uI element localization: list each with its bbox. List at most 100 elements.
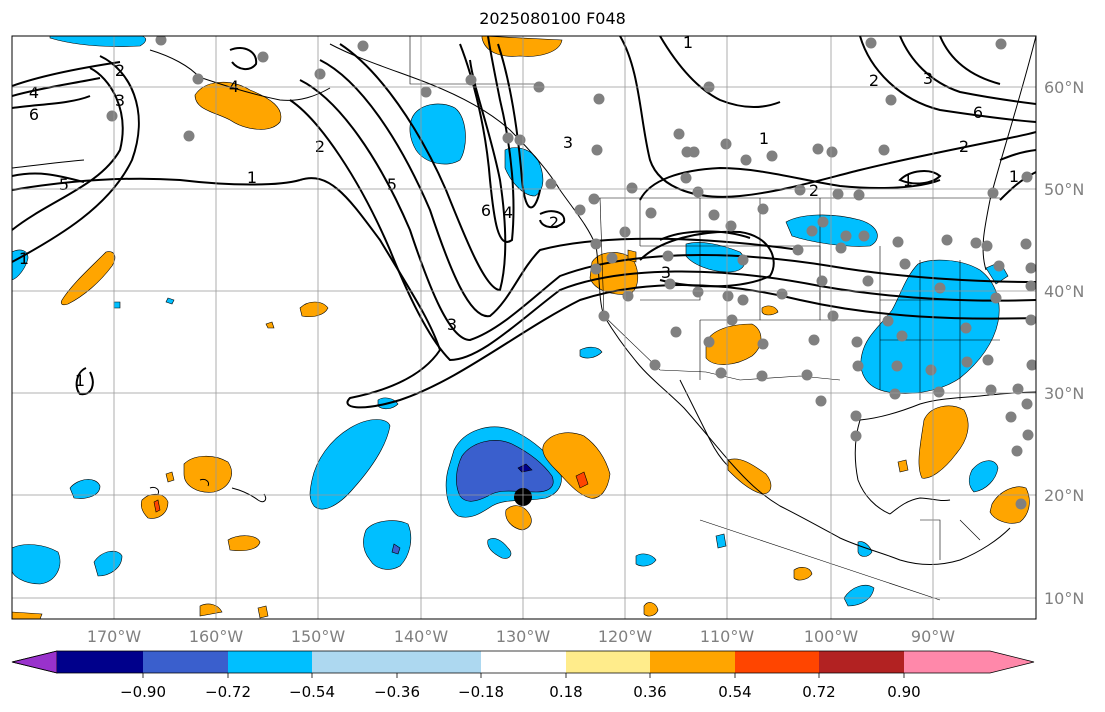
station-marker: [981, 240, 993, 252]
contour-label: 1: [75, 371, 85, 390]
contour-label: 2: [959, 137, 969, 156]
station-marker: [987, 187, 999, 199]
station-marker: [757, 338, 769, 350]
lat-label: 10°N: [1044, 589, 1084, 608]
colorbar-segment: [735, 651, 819, 673]
contour-label: 4: [29, 83, 39, 102]
station-marker: [1020, 238, 1032, 250]
station-marker: [832, 188, 844, 200]
lon-label: 100°W: [804, 627, 859, 646]
station-marker: [995, 38, 1007, 50]
colorbar-segment: [566, 651, 650, 673]
map-frame: [11, 35, 1037, 620]
station-marker: [960, 322, 972, 334]
contour-label: 2: [869, 71, 879, 90]
station-marker: [590, 238, 602, 250]
station-marker: [850, 430, 862, 442]
station-marker: [692, 186, 704, 198]
lon-label: 150°W: [291, 627, 346, 646]
station-marker: [598, 310, 610, 322]
station-marker: [726, 314, 738, 326]
station-marker: [106, 110, 118, 122]
station-marker: [588, 193, 600, 205]
station-marker: [925, 364, 937, 376]
station-marker: [826, 146, 838, 158]
station-marker: [840, 230, 852, 242]
station-marker: [606, 252, 618, 264]
colorbar-tick-label: −0.72: [205, 683, 251, 701]
station-marker: [183, 130, 195, 142]
station-marker: [1022, 429, 1034, 441]
station-marker: [1025, 262, 1036, 274]
station-marker: [1025, 314, 1036, 326]
station-marker: [776, 288, 788, 300]
lon-label: 140°W: [394, 627, 449, 646]
lat-label: 60°N: [1044, 78, 1084, 97]
station-marker: [722, 290, 734, 302]
station-marker: [708, 209, 720, 221]
station-marker: [993, 260, 1005, 272]
station-marker: [192, 73, 204, 85]
station-marker: [725, 220, 737, 232]
station-marker: [892, 236, 904, 248]
station-marker: [891, 360, 903, 372]
contour-label: 1: [759, 129, 769, 148]
station-marker: [816, 275, 828, 287]
lon-label: 110°W: [700, 627, 755, 646]
station-marker: [662, 250, 674, 262]
colorbar-segment: [397, 651, 481, 673]
colorbar-segment: [57, 651, 143, 673]
station-marker: [990, 292, 1002, 304]
station-marker: [941, 234, 953, 246]
station-marker: [688, 146, 700, 158]
colorbar-tick-label: 0.36: [633, 683, 666, 701]
station-marker: [357, 40, 369, 52]
colorbar-tick-label: 0.72: [802, 683, 835, 701]
contour-label: 6: [973, 103, 983, 122]
contour-label: 1: [247, 168, 257, 187]
contour-label: 1: [19, 249, 29, 268]
contour-label: 3: [447, 315, 457, 334]
station-marker: [982, 354, 994, 366]
station-marker: [858, 230, 870, 242]
lon-label: 170°W: [87, 627, 142, 646]
lon-label: 90°W: [911, 627, 955, 646]
contour-label: 6: [481, 201, 491, 220]
station-marker: [852, 360, 864, 372]
colorbar-extend-left: [11, 650, 58, 674]
colorbar-extend-right: [904, 651, 1034, 673]
station-marker: [817, 216, 829, 228]
contour-label: 2: [115, 61, 125, 80]
station-markers: [106, 36, 1036, 510]
contour-label: 2: [809, 181, 819, 200]
colorbar: −0.90 −0.72 −0.54 −0.36 −0.18 0.18 0.36 …: [11, 650, 1035, 701]
station-marker: [896, 330, 908, 342]
station-marker: [812, 143, 824, 155]
contour-label: 3: [661, 263, 671, 282]
colorbar-tick-label: −0.18: [458, 683, 504, 701]
station-marker: [420, 86, 432, 98]
station-marker: [314, 68, 326, 80]
colorbar-tick-label: −0.54: [289, 683, 335, 701]
station-marker: [680, 172, 692, 184]
station-marker: [1026, 359, 1036, 371]
station-marker: [1021, 398, 1033, 410]
station-marker: [970, 237, 982, 249]
station-marker: [792, 244, 804, 256]
colorbar-segment: [819, 651, 904, 673]
station-marker: [853, 189, 865, 201]
station-marker: [740, 154, 752, 166]
contour-label: 4: [229, 77, 239, 96]
colorbar-segment: [650, 651, 735, 673]
station-marker: [808, 334, 820, 346]
station-marker: [827, 310, 839, 322]
station-marker: [737, 254, 749, 266]
contour-lines: [12, 36, 1036, 409]
contour-label: 3: [115, 91, 125, 110]
colorbar-segment: [143, 651, 228, 673]
gridlines: [12, 36, 1036, 619]
station-marker: [899, 258, 911, 270]
contour-label: 1: [903, 171, 913, 190]
station-marker: [737, 294, 749, 306]
